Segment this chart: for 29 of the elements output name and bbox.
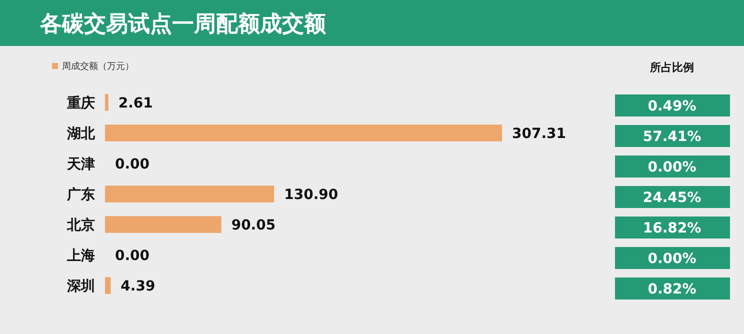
data-label: 90.05	[231, 217, 276, 234]
bar	[105, 277, 111, 294]
y-tick-label: 重庆	[66, 94, 95, 112]
bar	[105, 186, 274, 202]
text: 0.00%	[648, 159, 696, 176]
data-label: 130.90	[284, 186, 338, 203]
y-tick-label: 上海	[66, 248, 95, 264]
text: 24.45%	[642, 190, 702, 206]
bar	[105, 216, 222, 233]
data-label: 2.61	[118, 95, 153, 112]
y-tick-label: 天津	[66, 156, 95, 172]
chart-title: 各碳交易试点一周配额成交额	[39, 11, 327, 37]
data-label: 0.00	[115, 156, 150, 172]
bar	[105, 94, 108, 111]
text: 57.41%	[642, 128, 702, 145]
text: 0.00%	[648, 250, 696, 267]
text: 所占比例	[649, 61, 694, 74]
y-tick-label: 湖北	[66, 126, 96, 142]
data-label: 4.39	[120, 278, 156, 294]
y-tick-label: 北京	[66, 216, 95, 234]
text: 0.49%	[648, 98, 696, 114]
text: 0.82%	[648, 281, 696, 298]
legend-label: 周成交额（万元）	[62, 61, 134, 72]
data-label: 0.00	[115, 248, 150, 264]
y-tick-label: 深圳	[66, 278, 95, 294]
data-label: 307.31	[512, 126, 566, 142]
text: 16.82%	[642, 220, 702, 236]
bar	[105, 124, 502, 142]
y-tick-label: 广东	[66, 186, 95, 203]
